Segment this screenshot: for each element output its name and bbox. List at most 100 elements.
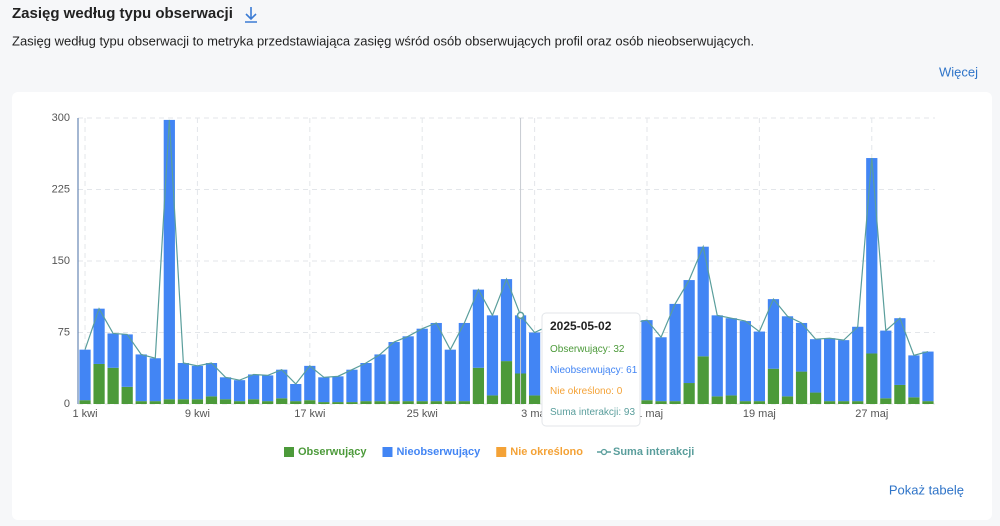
bar-segment	[669, 401, 681, 404]
bar-segment	[641, 400, 653, 404]
bar-segment	[697, 246, 709, 357]
download-icon[interactable]	[245, 7, 257, 23]
bar-segment	[444, 401, 456, 404]
bar-segment	[332, 402, 344, 404]
bar-segment	[430, 401, 442, 404]
bar-segment	[880, 398, 892, 404]
title: Zasięg według typu obserwacji	[12, 5, 233, 22]
bar-segment	[205, 396, 218, 404]
bar-segment	[247, 374, 260, 400]
bar-segment	[79, 349, 91, 401]
bar-segment	[121, 334, 133, 387]
legend-marker	[600, 448, 608, 456]
bar-segment	[332, 376, 344, 403]
tooltip-value: 0	[617, 386, 623, 397]
y-tick-label: 225	[52, 183, 70, 195]
tooltip-label: Obserwujący:	[550, 344, 611, 355]
bar-segment	[472, 289, 485, 368]
legend-label[interactable]: Nie określono	[510, 446, 583, 458]
tooltip-row: Suma interakcji: 93	[550, 407, 635, 418]
y-tick-label: 0	[64, 398, 70, 410]
bar-segment	[739, 321, 751, 402]
bar-segment	[739, 401, 751, 404]
bar-segment	[458, 401, 470, 404]
bar-segment	[290, 401, 302, 404]
bar-segment	[121, 386, 133, 404]
bar-segment	[809, 339, 822, 393]
legend-label[interactable]: Nieobserwujący	[396, 446, 481, 458]
bar-segment	[318, 402, 330, 404]
tooltip-value: 61	[626, 365, 638, 376]
bar-segment	[458, 322, 470, 402]
bar-segment	[374, 354, 386, 402]
x-tick-label: 1 kwi	[72, 408, 97, 420]
bar-segment	[486, 395, 499, 404]
bar-segment	[697, 356, 709, 404]
x-tick-label: 19 maj	[743, 408, 776, 420]
hover-point	[516, 311, 525, 320]
bar-segment	[416, 401, 428, 404]
x-tick-label: 17 kwi	[294, 408, 325, 420]
tooltip-label: Nieobserwujący:	[550, 365, 623, 376]
bar-segment	[93, 308, 105, 364]
bar-segment	[149, 401, 161, 404]
bar-segment	[290, 383, 302, 402]
y-tick-label: 150	[52, 255, 70, 267]
bar-segment	[374, 401, 386, 404]
bar-segment	[177, 399, 189, 404]
bar-segment	[866, 158, 878, 354]
bar-segment	[402, 336, 414, 402]
bar-segment	[388, 342, 400, 402]
bar-segment	[233, 380, 246, 402]
bar-segment	[528, 332, 541, 396]
tooltip-date: 2025-05-02	[550, 319, 612, 333]
bar-segment	[360, 363, 372, 402]
bar-segment	[430, 322, 442, 402]
y-tick-label: 75	[58, 326, 70, 338]
bar-segment	[191, 365, 204, 400]
bar-segment	[852, 326, 864, 402]
bar-segment	[809, 392, 822, 404]
bar-segment	[908, 397, 920, 404]
bar-segment	[908, 355, 920, 398]
legend-label[interactable]: Suma interakcji	[613, 446, 694, 458]
bar-segment	[247, 399, 260, 404]
bar-segment	[219, 377, 232, 400]
bar-segment	[93, 363, 105, 404]
bar-segment	[107, 367, 119, 404]
tooltip-value: 93	[624, 407, 636, 418]
bar-segment	[767, 368, 780, 404]
x-tick-label: 27 maj	[855, 408, 888, 420]
bar-segment	[641, 320, 653, 401]
legend-label[interactable]: Obserwujący	[298, 446, 367, 458]
legend-swatch	[284, 447, 294, 457]
bar-segment	[852, 401, 864, 404]
bar-segment	[444, 349, 456, 402]
bar-segment	[388, 401, 400, 404]
show-table-link[interactable]: Pokaż tabelę	[889, 482, 964, 497]
tooltip-value: 32	[613, 344, 625, 355]
bar-segment	[163, 399, 175, 404]
bar-segment	[725, 395, 737, 404]
bar-segment	[838, 401, 850, 404]
tooltip: 2025-05-02 Obserwujący: 32 Nieobserwujący:…	[541, 312, 641, 427]
y-tick-label: 300	[52, 112, 70, 124]
more-link[interactable]: Więcej	[939, 64, 978, 79]
bar-segment	[669, 303, 681, 402]
bar-segment	[346, 402, 358, 404]
bar-segment	[781, 316, 794, 397]
sum-line	[84, 119, 929, 385]
bar-segment	[416, 328, 428, 402]
bar-segment	[528, 395, 541, 404]
bar-segment	[838, 340, 850, 402]
tooltip-row: Nieobserwujący: 61	[550, 365, 638, 376]
bar-segment	[79, 400, 91, 404]
bar-segment	[500, 361, 513, 404]
tooltip-label: Nie określono:	[550, 386, 614, 397]
bar-segment	[135, 354, 147, 402]
x-tick-label: 3 maj	[521, 408, 548, 420]
bar-segment	[655, 401, 667, 404]
legend-swatch	[382, 447, 393, 457]
bar-segment	[795, 371, 808, 404]
